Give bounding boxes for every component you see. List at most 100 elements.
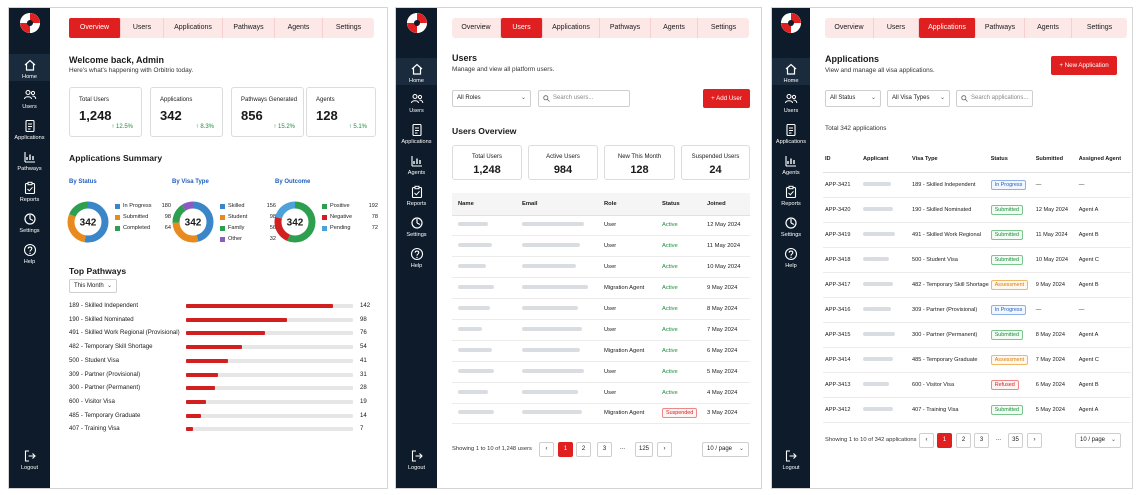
page-button-last[interactable]: 35 (1008, 433, 1023, 448)
page-button-1[interactable]: 1 (937, 433, 952, 448)
sidebar-item-applications[interactable]: Applications (9, 119, 50, 141)
tab-pathways[interactable]: Pathways (223, 18, 275, 38)
page-button-2[interactable]: 2 (956, 433, 971, 448)
table-row[interactable]: APP-3421 189 - Skilled Independent In Prog… (823, 172, 1131, 198)
tab-overview[interactable]: Overview (452, 18, 501, 38)
tab-agents[interactable]: Agents (1025, 18, 1072, 38)
column-header-id[interactable]: ID (823, 147, 861, 173)
table-row[interactable]: User Active 8 May 2024 (452, 298, 750, 320)
tab-users[interactable]: Users (874, 18, 919, 38)
tab-agents[interactable]: Agents (275, 18, 323, 38)
page-button-1[interactable]: 1 (558, 442, 573, 457)
sidebar-item-applications[interactable]: Applications (772, 123, 810, 145)
tab-settings[interactable]: Settings (1086, 24, 1113, 31)
column-header-applicant[interactable]: Applicant (861, 147, 910, 173)
tab-overview[interactable]: Overview (69, 18, 121, 38)
table-row[interactable]: APP-3415 300 - Partner (Permanent) Submitt… (823, 322, 1131, 348)
table-row[interactable]: APP-3420 190 - Skilled Nominated Submitted… (823, 197, 1131, 223)
donut-total: 342 (80, 218, 97, 229)
sidebar-item-home[interactable]: Home (9, 54, 50, 81)
next-page-button[interactable]: › (657, 442, 672, 457)
column-header-status[interactable]: Status (656, 193, 701, 216)
sidebar-item-label: Agents (407, 170, 426, 176)
sidebar-item-help[interactable]: Help (772, 247, 810, 269)
prev-page-button[interactable]: ‹ (919, 433, 934, 448)
sidebar-item-help[interactable]: Help (9, 243, 50, 265)
tab-pathways[interactable]: Pathways (976, 18, 1025, 38)
visa-type-filter-select[interactable]: All Visa Types ⌄ (887, 90, 950, 107)
submitted-cell: — (1033, 172, 1077, 198)
column-header-joined[interactable]: Joined (701, 193, 750, 216)
table-row[interactable]: User Active 7 May 2024 (452, 319, 750, 341)
table-row[interactable]: APP-3417 482 - Temporary Skill Shortage As… (823, 272, 1131, 298)
tab-users[interactable]: Users (121, 18, 164, 38)
table-row[interactable]: Migration Agent Suspended 3 May 2024 (452, 403, 750, 425)
table-row[interactable]: User Active 11 May 2024 (452, 235, 750, 258)
tab-applications[interactable]: Applications (919, 18, 976, 38)
sidebar-item-settings[interactable]: Settings (772, 216, 810, 238)
sidebar-item-reports[interactable]: Reports (772, 185, 810, 207)
sidebar-item-users[interactable]: Users (9, 88, 50, 110)
add-user-button[interactable]: + Add User (703, 89, 750, 108)
user-role-cell: User (598, 215, 656, 237)
sidebar-item-agents[interactable]: Agents (772, 154, 810, 176)
tab-settings[interactable]: Settings (335, 24, 362, 31)
tab-pathways[interactable]: Pathways (600, 18, 651, 38)
column-header-assigned-agent[interactable]: Assigned Agent (1076, 147, 1131, 173)
redacted-name (458, 222, 488, 227)
table-row[interactable]: User Active 10 May 2024 (452, 256, 750, 279)
sidebar-item-users[interactable]: Users (772, 92, 810, 114)
page-size-select[interactable]: 10 / page ⌄ (702, 442, 749, 457)
table-row[interactable]: APP-3419 491 - Skilled Work Regional Submi… (823, 222, 1131, 248)
page-button-3[interactable]: 3 (597, 442, 612, 457)
table-row[interactable]: APP-3418 500 - Student Visa Submitted 10 Ma… (823, 247, 1131, 273)
sidebar-item-settings[interactable]: Settings (9, 212, 50, 234)
sidebar-item-agents[interactable]: Agents (396, 154, 437, 176)
table-row[interactable]: User Active 4 May 2024 (452, 382, 750, 404)
status-filter-select[interactable]: All Status ⌄ (825, 90, 881, 107)
period-select[interactable]: This Month ⌄ (69, 279, 117, 293)
role-filter-select[interactable]: All Roles ⌄ (452, 90, 531, 107)
column-header-email[interactable]: Email (516, 193, 598, 216)
column-header-name[interactable]: Name (452, 193, 516, 216)
table-row[interactable]: User Active 12 May 2024 (452, 215, 750, 237)
sidebar-item-reports[interactable]: Reports (396, 185, 437, 207)
table-row[interactable]: APP-3414 485 - Temporary Graduate Assessme… (823, 347, 1131, 373)
sidebar-item-applications[interactable]: Applications (396, 123, 437, 145)
column-header-role[interactable]: Role (598, 193, 656, 216)
sidebar-item-help[interactable]: Help (396, 247, 437, 269)
tab-settings[interactable]: Settings (710, 24, 737, 31)
page-button-3[interactable]: 3 (974, 433, 989, 448)
table-row[interactable]: Migration Agent Active 6 May 2024 (452, 340, 750, 362)
sidebar-item-logout[interactable]: Logout (396, 449, 437, 471)
column-header-status[interactable]: Status (988, 147, 1034, 173)
column-header-visa-type[interactable]: Visa Type (910, 147, 989, 173)
table-row[interactable]: User Active 5 May 2024 (452, 361, 750, 383)
page-button-last[interactable]: 125 (635, 442, 653, 457)
table-row[interactable]: APP-3412 407 - Training Visa Submitted 5 Ma… (823, 397, 1131, 423)
next-page-button[interactable]: › (1027, 433, 1042, 448)
sidebar-item-pathways[interactable]: Pathways (9, 150, 50, 172)
table-row[interactable]: Migration Agent Active 9 May 2024 (452, 277, 750, 300)
sidebar-item-home[interactable]: Home (772, 58, 810, 85)
application-search-input[interactable]: Search applications... (956, 90, 1033, 107)
sidebar-item-home[interactable]: Home (396, 58, 437, 85)
sidebar-item-logout[interactable]: Logout (772, 449, 810, 471)
page-button-2[interactable]: 2 (576, 442, 591, 457)
tab-agents[interactable]: Agents (651, 18, 698, 38)
tab-applications[interactable]: Applications (543, 18, 600, 38)
sidebar-item-logout[interactable]: Logout (9, 449, 50, 471)
tab-users[interactable]: Users (501, 18, 543, 38)
new-application-button[interactable]: + New Application (1051, 56, 1117, 75)
page-size-select[interactable]: 10 / page ⌄ (1075, 433, 1121, 448)
tab-applications[interactable]: Applications (164, 18, 223, 38)
column-header-submitted[interactable]: Submitted (1033, 147, 1077, 173)
sidebar-item-users[interactable]: Users (396, 92, 437, 114)
table-row[interactable]: APP-3413 600 - Visitor Visa Refused 6 May 2… (823, 372, 1131, 398)
table-row[interactable]: APP-3416 309 - Partner (Provisional) In Pr… (823, 297, 1131, 323)
sidebar-item-settings[interactable]: Settings (396, 216, 437, 238)
sidebar-item-reports[interactable]: Reports (9, 181, 50, 203)
tab-overview[interactable]: Overview (825, 18, 874, 38)
prev-page-button[interactable]: ‹ (539, 442, 554, 457)
user-search-input[interactable]: Search users... (538, 90, 630, 107)
